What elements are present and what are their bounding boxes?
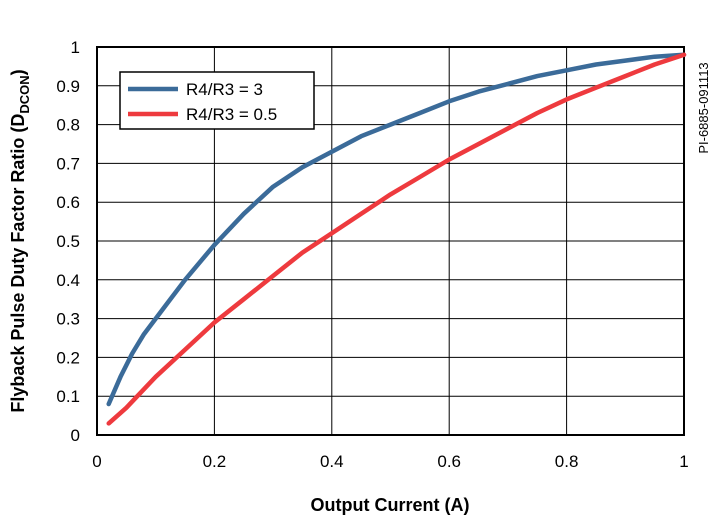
x-tick-label-3: 0.6 bbox=[437, 452, 461, 471]
series-line-0 bbox=[106, 52, 687, 407]
figure-id-label: PI-6885-091113 bbox=[696, 62, 711, 153]
y-tick-label-5: 0.5 bbox=[56, 232, 80, 251]
x-axis-title: Output Current (A) bbox=[311, 495, 470, 515]
y-tick-label-6: 0.6 bbox=[56, 193, 80, 212]
y-tick-label-9: 0.9 bbox=[56, 77, 80, 96]
legend-label-r4-r3-3: R4/R3 = 3 bbox=[186, 80, 263, 99]
y-axis-title-close: ) bbox=[8, 69, 28, 75]
x-tick-label-2: 0.4 bbox=[320, 452, 344, 471]
x-tick-label-0: 0 bbox=[92, 452, 101, 471]
plot-frame bbox=[96, 46, 685, 436]
y-tick-label-10: 1 bbox=[71, 38, 80, 57]
y-tick-label-1: 0.1 bbox=[56, 387, 80, 406]
legend-label-r4-r3-0-5: R4/R3 = 0.5 bbox=[186, 105, 277, 124]
legend: R4/R3 = 3 R4/R3 = 0.5 bbox=[119, 71, 315, 130]
y-tick-label-4: 0.4 bbox=[56, 271, 80, 290]
x-tick-labels: 0 0.2 0.4 0.6 0.8 1 bbox=[92, 452, 688, 471]
y-tick-label-8: 0.8 bbox=[56, 116, 80, 135]
y-axis-title-subscript: DCON bbox=[17, 75, 32, 113]
y-tick-label-0: 0 bbox=[71, 426, 80, 445]
x-tick-label-4: 0.8 bbox=[555, 452, 579, 471]
y-axis-title-main: Flyback Pulse Duty Factor Ratio (D bbox=[8, 114, 28, 413]
y-tick-labels: 0 0.1 0.2 0.3 0.4 0.5 0.6 0.7 0.8 0.9 1 bbox=[56, 38, 80, 445]
x-tick-label-1: 0.2 bbox=[203, 452, 227, 471]
legend-box bbox=[119, 71, 315, 130]
y-axis-title: Flyback Pulse Duty Factor Ratio (DDCON) bbox=[8, 69, 32, 412]
y-tick-label-3: 0.3 bbox=[56, 310, 80, 329]
series-line-1 bbox=[106, 52, 687, 426]
series-layer bbox=[106, 52, 687, 426]
x-tick-label-5: 1 bbox=[679, 452, 688, 471]
y-tick-label-7: 0.7 bbox=[56, 154, 80, 173]
y-tick-label-2: 0.2 bbox=[56, 348, 80, 367]
